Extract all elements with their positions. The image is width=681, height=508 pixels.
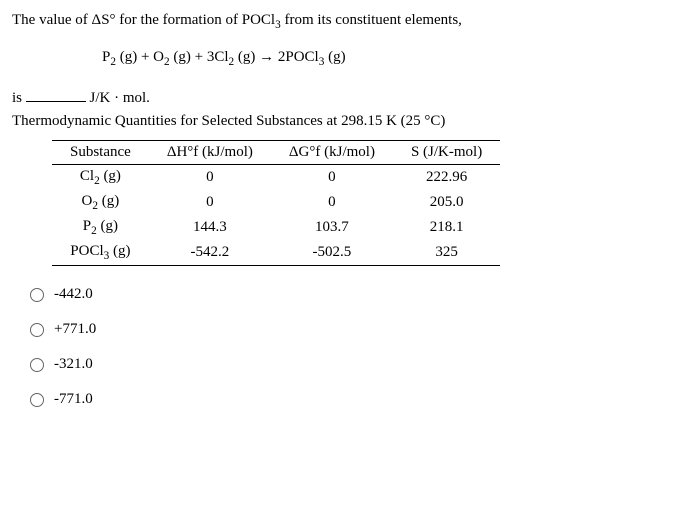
option-label: +771.0 [54, 321, 96, 338]
radio-icon[interactable] [30, 323, 44, 337]
fill-prefix: is [12, 90, 26, 106]
answer-options: -442.0 +771.0 -321.0 -771.0 [12, 286, 669, 408]
col-s: S (J/K-mol) [393, 141, 500, 165]
cell-substance: P2 (g) [52, 215, 149, 240]
answer-option[interactable]: -321.0 [30, 356, 669, 373]
cell-dg: 0 [271, 190, 393, 215]
cell-s: 222.96 [393, 165, 500, 191]
table-header-row: Substance ΔH°f (kJ/mol) ΔG°f (kJ/mol) S … [52, 141, 500, 165]
table-row: Cl2 (g)00222.96 [52, 165, 500, 191]
cell-dh: 144.3 [149, 215, 271, 240]
answer-option[interactable]: -771.0 [30, 391, 669, 408]
thermo-table: Substance ΔH°f (kJ/mol) ΔG°f (kJ/mol) S … [52, 140, 500, 266]
fill-suffix: J/K · mol. [86, 90, 150, 106]
cell-s: 218.1 [393, 215, 500, 240]
cell-s: 325 [393, 240, 500, 266]
eq-part: (g) [324, 49, 345, 65]
reaction-equation: P2 (g) + O2 (g) + 3Cl2 (g) → 2POCl3 (g) [102, 49, 669, 68]
cell-dg: 0 [271, 165, 393, 191]
cell-dh: -542.2 [149, 240, 271, 266]
fill-line: is J/K · mol. [12, 90, 669, 107]
table-row: O2 (g)00205.0 [52, 190, 500, 215]
table-row: P2 (g)144.3103.7218.1 [52, 215, 500, 240]
cell-substance: POCl3 (g) [52, 240, 149, 266]
eq-part: (g) → 2POCl [234, 49, 319, 65]
option-label: -321.0 [54, 356, 93, 373]
cell-dh: 0 [149, 165, 271, 191]
radio-icon[interactable] [30, 393, 44, 407]
table-title: Thermodynamic Quantities for Selected Su… [12, 113, 669, 130]
answer-option[interactable]: +771.0 [30, 321, 669, 338]
col-dh: ΔH°f (kJ/mol) [149, 141, 271, 165]
answer-option[interactable]: -442.0 [30, 286, 669, 303]
radio-icon[interactable] [30, 288, 44, 302]
cell-substance: O2 (g) [52, 190, 149, 215]
cell-s: 205.0 [393, 190, 500, 215]
eq-part: (g) + 3Cl [170, 49, 229, 65]
option-label: -442.0 [54, 286, 93, 303]
question-text: The value of ΔS° for the formation of PO… [12, 12, 669, 31]
eq-part: (g) + O [116, 49, 164, 65]
cell-dg: -502.5 [271, 240, 393, 266]
cell-dg: 103.7 [271, 215, 393, 240]
option-label: -771.0 [54, 391, 93, 408]
col-dg: ΔG°f (kJ/mol) [271, 141, 393, 165]
answer-blank[interactable] [26, 101, 86, 102]
radio-icon[interactable] [30, 358, 44, 372]
cell-substance: Cl2 (g) [52, 165, 149, 191]
question-prefix: The value of ΔS° for the formation of PO… [12, 12, 275, 28]
table-row: POCl3 (g)-542.2-502.5325 [52, 240, 500, 266]
col-substance: Substance [52, 141, 149, 165]
cell-dh: 0 [149, 190, 271, 215]
question-suffix: from its constituent elements, [281, 12, 462, 28]
